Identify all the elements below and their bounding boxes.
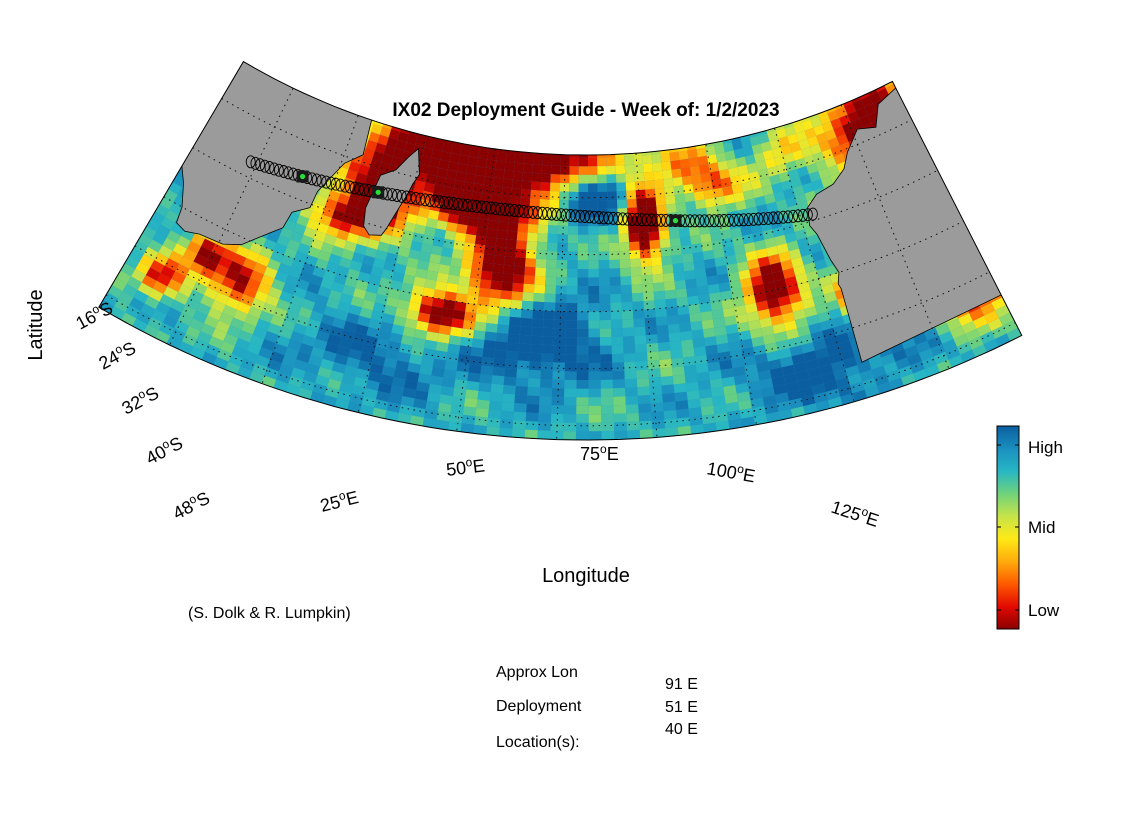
colorbar-label-high: High — [1028, 438, 1063, 457]
info-label-line-2: Deployment — [496, 698, 582, 715]
lat-tick-label: 24oS — [95, 336, 140, 374]
australia-land — [807, 61, 1022, 363]
deployment-markers — [296, 170, 682, 227]
graticule — [105, 61, 1016, 440]
ship-track — [245, 155, 818, 228]
deployment-lon-2: 51 E — [665, 699, 698, 716]
lon-tick-label: 25oE — [318, 485, 361, 516]
colorbar-label-mid: Mid — [1028, 518, 1055, 537]
credit-text: (S. Dolk & R. Lumpkin) — [188, 605, 351, 622]
longitude-tick-labels: 25oE 50oE 75oE 100oE 125oE — [318, 442, 882, 531]
colorbar: High Mid Low — [996, 425, 1063, 630]
colorbar-label-low: Low — [1028, 601, 1060, 620]
map-frame — [98, 60, 1023, 441]
lat-tick-label: 32oS — [118, 381, 163, 419]
lon-tick-label: 50oE — [445, 453, 486, 480]
info-label-line-1: Approx Lon — [496, 664, 578, 681]
x-axis-label: Longitude — [542, 565, 630, 587]
lon-tick-label: 75oE — [580, 442, 619, 464]
lon-tick-label: 100oE — [705, 456, 757, 486]
lat-tick-label: 48oS — [169, 486, 214, 524]
lon-tick-label: 125oE — [829, 495, 882, 531]
map-plot-area — [98, 60, 1023, 441]
deployment-lon-3: 40 E — [665, 721, 698, 738]
map-title: IX02 Deployment Guide - Week of: 1/2/202… — [392, 100, 779, 121]
lat-tick-label: 40oS — [142, 431, 187, 469]
y-axis-label: Latitude — [25, 289, 47, 360]
deployment-lon-1: 91 E — [665, 676, 698, 693]
info-label-line-3: Location(s): — [496, 734, 580, 751]
